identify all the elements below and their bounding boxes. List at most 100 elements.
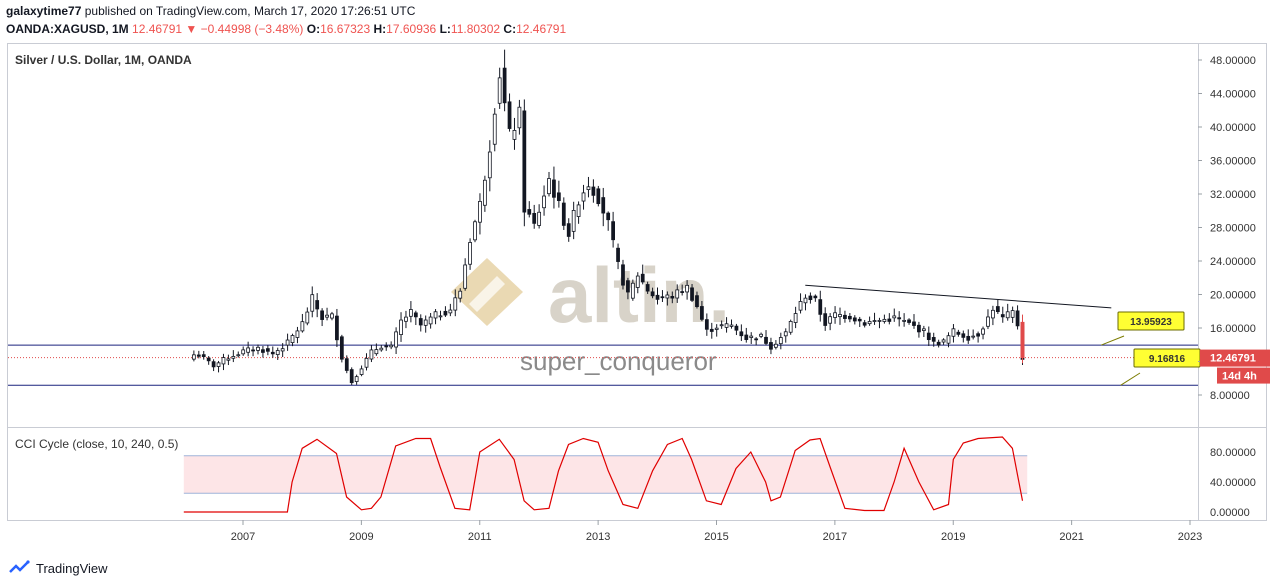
- last-price-tag: [1200, 349, 1270, 367]
- candle-body: [191, 354, 196, 360]
- candle-body: [665, 294, 670, 299]
- candle-body: [423, 319, 428, 326]
- author-name[interactable]: galaxytime77: [6, 4, 82, 18]
- footer-brand[interactable]: TradingView: [8, 560, 108, 576]
- candle-body: [818, 299, 823, 315]
- candle-body: [714, 327, 719, 330]
- callout-box: [1117, 311, 1185, 331]
- candle-body: [976, 333, 980, 337]
- watermark-logo-icon: [451, 258, 523, 326]
- candle-body: [734, 325, 739, 331]
- candle-body: [344, 358, 349, 371]
- candle-body: [892, 315, 897, 319]
- trendline[interactable]: [805, 284, 1112, 309]
- candle-body: [645, 284, 650, 292]
- cci-line: [183, 436, 1024, 513]
- candle-body: [196, 354, 201, 357]
- price-tick-label: 16.00000: [1210, 323, 1256, 335]
- time-tick-label: 2013: [586, 531, 610, 543]
- candle-body: [532, 212, 537, 224]
- candle-body: [1000, 314, 1005, 318]
- candle-body: [216, 362, 221, 367]
- candle-body: [695, 295, 699, 308]
- candle-body: [611, 221, 615, 241]
- price-tick-label: 44.00000: [1210, 89, 1256, 101]
- candle-body: [872, 320, 877, 322]
- candle-body: [788, 321, 793, 333]
- candle-body: [783, 331, 788, 337]
- candle-body: [941, 339, 946, 343]
- candle-body: [626, 280, 630, 293]
- candle-body: [389, 344, 394, 348]
- time-tick-label: 2021: [1059, 531, 1083, 543]
- candle-body: [847, 315, 852, 320]
- symbol-label: OANDA:XAGUSD, 1M: [6, 22, 129, 36]
- low-label: L:: [439, 22, 451, 36]
- candle-body: [512, 130, 517, 140]
- candle-body: [384, 345, 389, 348]
- candle-body: [971, 335, 976, 338]
- price-tick-label: 24.00000: [1210, 256, 1256, 268]
- candle-body: [621, 264, 625, 286]
- candle-body: [862, 322, 867, 326]
- candle-body: [852, 317, 857, 322]
- candle-body: [700, 306, 704, 320]
- callouts[interactable]: 13.95923 9.16816: [1101, 311, 1201, 386]
- candle-body: [335, 315, 339, 341]
- candle-body: [211, 361, 216, 368]
- candle-body: [630, 282, 635, 299]
- candle-body: [280, 348, 285, 352]
- candle-body: [547, 178, 551, 195]
- price-callout[interactable]: 9.16816: [1120, 348, 1201, 386]
- price-axis[interactable]: 8.0000012.0000016.0000020.0000024.000002…: [1198, 55, 1270, 402]
- price-callout[interactable]: 13.95923: [1101, 311, 1185, 346]
- time-tick-label: 2017: [823, 531, 847, 543]
- candle-body: [369, 349, 374, 360]
- down-arrow-icon: ▼: [185, 22, 198, 36]
- watermark-user: super_conqueror: [520, 346, 717, 376]
- candle-body: [966, 335, 971, 341]
- candle-body: [823, 313, 828, 326]
- trendline-group[interactable]: [805, 284, 1112, 309]
- tradingview-logo-icon: [9, 560, 30, 573]
- candle-body: [270, 351, 275, 355]
- candle-body: [936, 341, 941, 346]
- candle-body: [867, 321, 872, 325]
- candle-body: [295, 330, 300, 338]
- candle-body: [413, 312, 418, 318]
- candle-body: [926, 332, 931, 341]
- time-tick-label: 2007: [231, 531, 255, 543]
- candle-body: [261, 349, 265, 353]
- candle-body: [739, 331, 744, 337]
- candle-body: [744, 334, 749, 340]
- close-label: C:: [503, 22, 517, 36]
- watermark-diamond-cut: [469, 276, 505, 312]
- candle-body: [946, 335, 951, 344]
- candle-body: [843, 314, 847, 319]
- candle-body: [285, 339, 290, 346]
- candle-body: [251, 349, 255, 352]
- candle-body: [798, 301, 803, 311]
- publish-info: galaxytime77 published on TradingView.co…: [6, 4, 415, 18]
- cci-pane: 0.00000 40.00000 80.00000: [183, 436, 1256, 519]
- candle-body: [778, 337, 783, 345]
- candle-body: [981, 328, 985, 335]
- price-tick-label: 48.00000: [1210, 55, 1256, 67]
- callout-label: 9.16816: [1149, 354, 1186, 365]
- candle-body: [522, 110, 527, 213]
- callout-pointer: [1120, 372, 1141, 386]
- price-tick-label: 8.00000: [1210, 390, 1250, 402]
- candle-body: [838, 314, 842, 318]
- candle-body: [660, 296, 665, 299]
- price-tick-label: 28.00000: [1210, 223, 1256, 235]
- close-value: 12.46791: [516, 22, 567, 36]
- candle-body: [552, 179, 556, 198]
- candle-body: [409, 309, 413, 317]
- candle-body: [803, 297, 808, 304]
- time-tick-label: 2023: [1178, 531, 1202, 543]
- candle-body: [473, 221, 477, 241]
- candle-body: [650, 291, 655, 297]
- candle-body: [241, 349, 246, 355]
- time-axis[interactable]: 2007 2009 2011 2013 2015 2017 2019 2021 2023: [231, 520, 1202, 543]
